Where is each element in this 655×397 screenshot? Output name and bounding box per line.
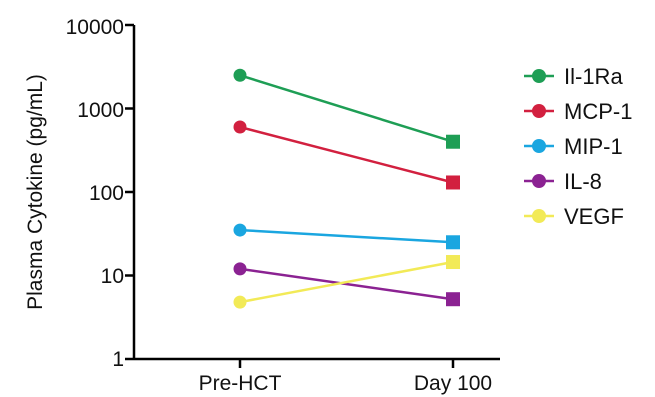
y-tick-label: 100 <box>89 182 124 205</box>
legend-marker-il-8 <box>532 174 546 188</box>
legend-label-mip-1: MIP-1 <box>564 134 623 159</box>
x-tick-label: Pre-HCT <box>199 372 282 395</box>
point-vegf-pre-hct <box>233 295 247 309</box>
y-tick-label: 10 <box>101 265 124 288</box>
legend-label-mcp-1: MCP-1 <box>564 99 632 124</box>
legend-marker-mip-1 <box>532 139 546 153</box>
point-mcp-1-day-100 <box>446 175 460 190</box>
legend-marker-vegf <box>532 209 546 223</box>
y-axis-title: Plasma Cytokine (pg/mL) <box>24 74 47 310</box>
y-tick-label: 1000 <box>77 99 124 122</box>
series-line-il-1ra <box>239 74 454 143</box>
point-mcp-1-pre-hct <box>233 120 247 134</box>
legend-marker-il-1ra <box>532 69 546 83</box>
x-tick-label: Day 100 <box>414 372 492 395</box>
point-il-8-pre-hct <box>233 262 247 276</box>
series-line-il-8 <box>239 267 454 301</box>
y-tick-label: 1 <box>112 348 124 371</box>
legend-marker-mcp-1 <box>532 104 546 118</box>
series-line-mcp-1 <box>239 125 454 184</box>
series-line-mip-1 <box>239 228 454 244</box>
point-vegf-day-100 <box>446 255 460 270</box>
point-mip-1-pre-hct <box>233 223 247 237</box>
point-il-1ra-day-100 <box>446 134 460 149</box>
series-line-vegf <box>239 260 454 304</box>
y-tick-label: 10000 <box>66 16 124 39</box>
legend-label-vegf: VEGF <box>564 204 624 229</box>
point-il-1ra-pre-hct <box>233 68 247 82</box>
legend-label-il-8: IL-8 <box>564 169 602 194</box>
point-mip-1-day-100 <box>446 235 460 250</box>
point-il-8-day-100 <box>446 292 460 307</box>
legend-label-il-1ra: Il-1Ra <box>564 64 623 89</box>
